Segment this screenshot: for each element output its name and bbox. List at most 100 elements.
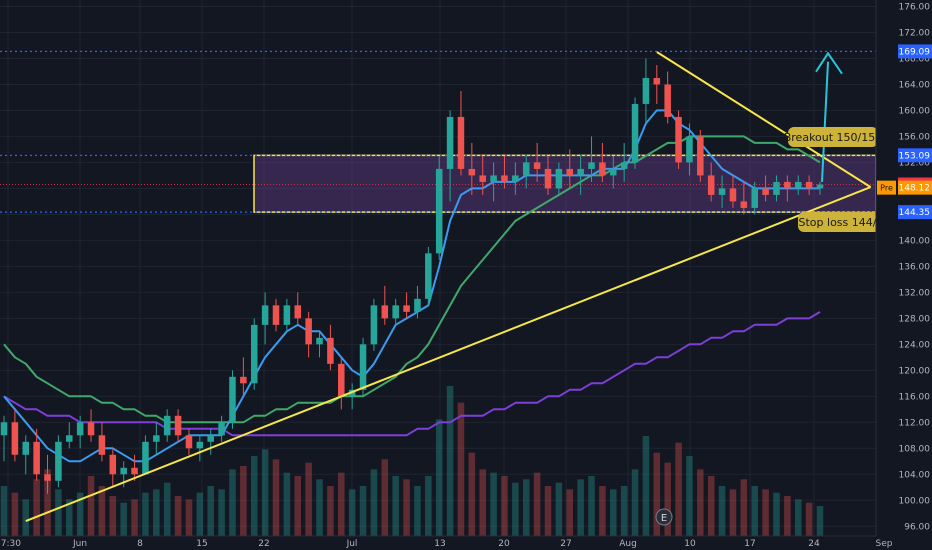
time-axis[interactable]: 17:30 Jun 8 15 22 Jul 13 20 27 Aug 10 17 24 Sep	[0, 535, 932, 550]
time-tick-label: Sep	[876, 539, 893, 549]
volume-bar	[522, 479, 530, 536]
candle-body	[174, 415, 182, 436]
candle-body	[229, 376, 236, 423]
price-axis-bg	[876, 0, 932, 550]
volume-bar	[33, 479, 40, 536]
candle-body	[762, 188, 769, 195]
candle-body	[512, 175, 519, 182]
time-tick-label: 8	[137, 539, 143, 549]
candle-body	[11, 422, 19, 455]
price-label-bg	[898, 148, 932, 163]
volume-bar	[338, 472, 345, 536]
price-tick-label: 136.00	[899, 262, 931, 272]
volume-bar	[642, 436, 650, 536]
volume-bar	[620, 486, 628, 536]
volume-bar	[359, 486, 367, 536]
breakout-arrow-shaft	[821, 61, 829, 182]
candles	[0, 58, 824, 494]
volume-bar	[435, 419, 443, 536]
price-label: Pre 148.12	[877, 180, 932, 195]
candle-body	[44, 474, 51, 481]
volume-bar	[729, 489, 737, 536]
stoploss-callout-bg	[798, 212, 898, 232]
volume-bar	[686, 456, 693, 536]
volume-bar	[653, 452, 661, 536]
candle-body	[207, 435, 214, 442]
volume-bar	[664, 462, 671, 536]
price-tick-label: 168.00	[899, 54, 931, 64]
volume-bar	[816, 506, 824, 536]
candle-body	[631, 103, 639, 163]
price-tick-label: 152.00	[899, 158, 931, 168]
volume-bar	[283, 472, 291, 536]
volume-bar	[381, 459, 389, 536]
price-tick-label: 128.00	[899, 314, 931, 324]
volume-bar	[316, 479, 323, 536]
candle-body	[577, 168, 584, 176]
candle-body	[490, 175, 497, 182]
volume-bar	[599, 486, 606, 536]
candle-body	[794, 181, 802, 189]
candle-body	[544, 168, 552, 189]
volume-bar	[294, 476, 302, 536]
candle-body	[457, 116, 465, 169]
candle-body	[131, 467, 138, 475]
volume-bar	[425, 476, 432, 536]
price-tick-label: 116.00	[899, 392, 931, 402]
time-tick-label: 27	[560, 539, 571, 549]
volume-bar	[718, 486, 726, 536]
volume-bar	[697, 469, 704, 536]
volume-bar	[794, 499, 802, 536]
price-tick-label: 172.00	[899, 28, 931, 38]
stoploss-callout-text: Stop loss 144/142	[799, 216, 898, 229]
candle-body	[109, 454, 117, 475]
candle-body	[501, 175, 508, 182]
volume-bar	[240, 466, 247, 536]
earnings-marker: E	[655, 508, 673, 526]
volume-bar	[327, 486, 334, 536]
candle-body	[261, 305, 269, 325]
price-label: 169.09	[898, 44, 932, 59]
volume-bar	[305, 462, 312, 536]
candle-body	[22, 441, 30, 455]
breakout-callout: Breakout 150/153	[784, 127, 882, 147]
candle-body	[642, 77, 650, 104]
price-axis[interactable]: 96.00 100.00 104.00 108.00 112.00 116.00 120.0…	[875, 0, 932, 550]
price-tick-label: 120.00	[899, 366, 931, 376]
volume-bar	[403, 479, 410, 536]
price-tick-label: 112.00	[899, 418, 931, 428]
price-tick-label: 124.00	[899, 340, 931, 350]
volume-bar	[109, 496, 117, 536]
time-tick-label: 22	[258, 539, 269, 549]
candle-body	[33, 441, 40, 475]
candle-body	[468, 168, 476, 176]
range-box	[253, 154, 877, 213]
candle-body	[381, 305, 389, 319]
candle-body	[240, 376, 247, 384]
volume-bar	[740, 479, 748, 536]
candle-body	[0, 422, 8, 436]
earnings-marker-circle	[655, 508, 673, 526]
volume-bar	[163, 482, 171, 536]
volume-bar	[120, 502, 127, 536]
volume-bar	[707, 476, 715, 536]
price-tick-label: 108.00	[899, 444, 931, 454]
volume-bar	[207, 486, 214, 536]
volume-bar	[131, 499, 138, 536]
sma-mid-line	[3, 135, 821, 424]
candle-body	[327, 337, 334, 364]
volume-bar	[348, 489, 356, 536]
price-label-text: 169.09	[899, 47, 931, 57]
candle-body	[392, 305, 399, 319]
annotations: Breakout 150/153 Stop loss 144/142 E	[655, 51, 898, 526]
candle-body	[773, 181, 780, 195]
time-tick-label: Jun	[72, 539, 87, 549]
price-label-text: 148.12	[899, 184, 931, 194]
candle-body	[555, 168, 563, 189]
price-tick-label: 132.00	[899, 288, 931, 298]
candle-body	[620, 162, 628, 169]
price-label-bg	[898, 180, 932, 195]
volume-bar	[98, 486, 106, 536]
volume-bar	[566, 489, 574, 536]
